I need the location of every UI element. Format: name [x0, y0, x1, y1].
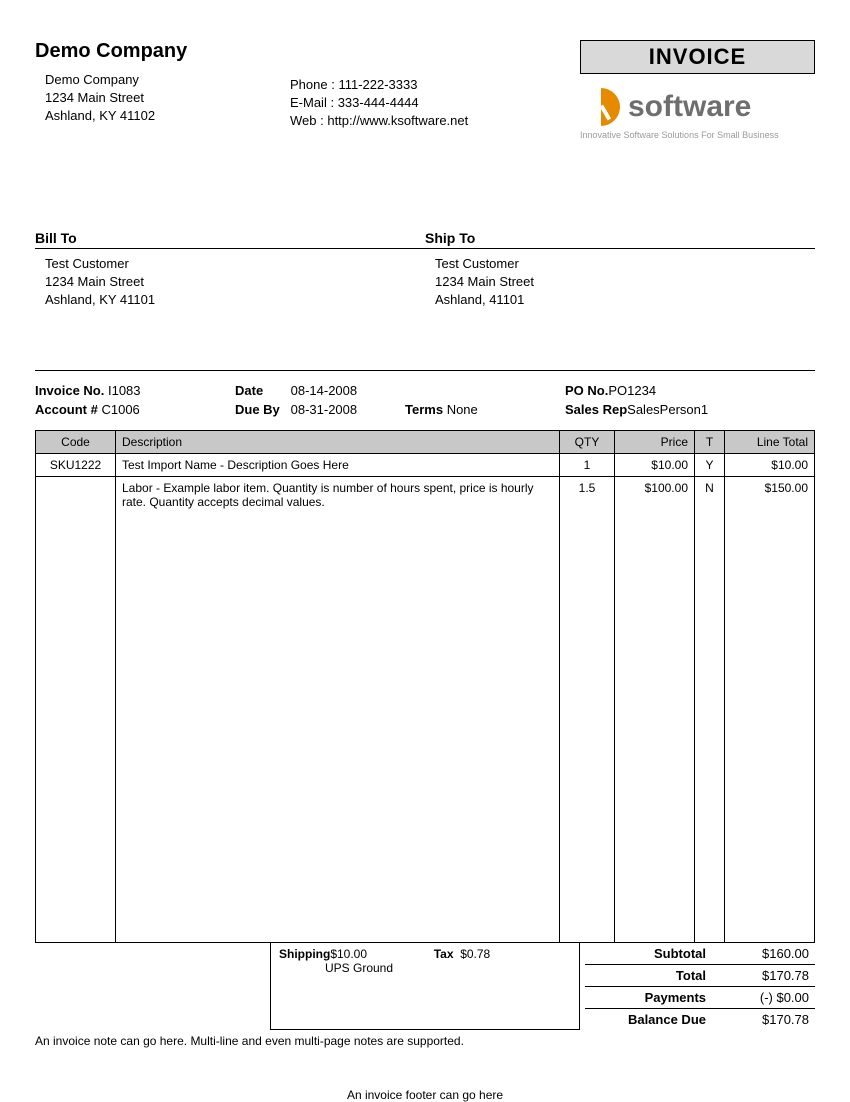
- cell-code: SKU1222: [36, 453, 116, 476]
- subtotal-value: $160.00: [724, 946, 809, 961]
- col-total: Line Total: [725, 430, 815, 453]
- meta-bar: Invoice No. I1083 Date 08-14-2008 PO No.…: [35, 370, 815, 426]
- date-value: 08-14-2008: [291, 383, 358, 398]
- shipping-method: UPS Ground: [325, 961, 571, 975]
- email-label: E-Mail :: [290, 95, 334, 110]
- cell-desc: Test Import Name - Description Goes Here: [116, 453, 560, 476]
- phone-value: 111-222-3333: [338, 77, 417, 92]
- contact-block: Phone : 111-222-3333 E-Mail : 333-444-44…: [290, 76, 468, 131]
- cell-price: $100.00: [615, 476, 695, 513]
- balance-value: $170.78: [724, 1012, 809, 1027]
- bill-to-name: Test Customer: [45, 255, 425, 273]
- invoice-no-label: Invoice No.: [35, 381, 104, 401]
- po-label: PO No.: [565, 381, 608, 401]
- col-t: T: [695, 430, 725, 453]
- ship-to-label: Ship To: [425, 230, 815, 249]
- cell-total: $10.00: [725, 453, 815, 476]
- table-row: Labor - Example labor item. Quantity is …: [36, 476, 815, 513]
- total-value: $170.78: [724, 968, 809, 983]
- col-price: Price: [615, 430, 695, 453]
- date-label: Date: [235, 381, 287, 401]
- totals-block: Subtotal$160.00 Total$170.78 Payments(-)…: [585, 943, 815, 1030]
- shipping-amount: $10.00: [330, 947, 367, 961]
- account-value: C1006: [101, 402, 139, 417]
- bill-to-label: Bill To: [35, 230, 425, 249]
- payments-label: Payments: [591, 990, 724, 1005]
- tax-label: Tax: [434, 947, 454, 961]
- cell-t: N: [695, 476, 725, 513]
- cell-price: $10.00: [615, 453, 695, 476]
- table-filler: [36, 513, 815, 943]
- cell-total: $150.00: [725, 476, 815, 513]
- shipping-box: Shipping$10.00 Tax $0.78 UPS Ground: [270, 943, 580, 1030]
- bill-to-city: Ashland, KY 41101: [45, 291, 425, 309]
- email-value: 333-444-4444: [338, 95, 419, 110]
- payments-value: (-) $0.00: [724, 990, 809, 1005]
- cell-code: [36, 476, 116, 513]
- due-label: Due By: [235, 400, 287, 420]
- bill-to-street: 1234 Main Street: [45, 273, 425, 291]
- po-value: PO1234: [608, 383, 656, 398]
- logo-tagline: Innovative Software Solutions For Small …: [580, 130, 815, 140]
- bill-to-block: Bill To Test Customer 1234 Main Street A…: [35, 230, 425, 310]
- table-row: SKU1222 Test Import Name - Description G…: [36, 453, 815, 476]
- terms-label: Terms: [405, 400, 443, 420]
- subtotal-label: Subtotal: [591, 946, 724, 961]
- due-value: 08-31-2008: [291, 402, 358, 417]
- cell-desc: Labor - Example labor item. Quantity is …: [116, 476, 560, 513]
- phone-label: Phone :: [290, 77, 335, 92]
- col-qty: QTY: [560, 430, 615, 453]
- logo: software Innovative Software Solutions F…: [580, 86, 815, 140]
- ship-to-street: 1234 Main Street: [435, 273, 815, 291]
- col-code: Code: [36, 430, 116, 453]
- ship-to-block: Ship To Test Customer 1234 Main Street A…: [425, 230, 815, 310]
- items-table: Code Description QTY Price T Line Total …: [35, 430, 815, 944]
- ship-to-name: Test Customer: [435, 255, 815, 273]
- document-type-badge: INVOICE: [580, 40, 815, 74]
- balance-label: Balance Due: [591, 1012, 724, 1027]
- shipping-label: Shipping: [279, 947, 330, 961]
- rep-label: Sales Rep: [565, 400, 627, 420]
- tax-amount: $0.78: [460, 947, 490, 961]
- col-desc: Description: [116, 430, 560, 453]
- total-label: Total: [591, 968, 724, 983]
- rep-value: SalesPerson1: [627, 402, 708, 417]
- account-label: Account #: [35, 400, 98, 420]
- invoice-no-value: I1083: [108, 383, 141, 398]
- web-value: http://www.ksoftware.net: [327, 113, 468, 128]
- logo-mark-icon: [580, 86, 622, 128]
- terms-value: None: [447, 402, 478, 417]
- invoice-note: An invoice note can go here. Multi-line …: [35, 1034, 815, 1048]
- web-label: Web :: [290, 113, 324, 128]
- parties-row: Bill To Test Customer 1234 Main Street A…: [35, 230, 815, 310]
- ship-to-city: Ashland, 41101: [435, 291, 815, 309]
- cell-t: Y: [695, 453, 725, 476]
- table-header-row: Code Description QTY Price T Line Total: [36, 430, 815, 453]
- bottom-row: Shipping$10.00 Tax $0.78 UPS Ground Subt…: [35, 943, 815, 1030]
- logo-text: software: [628, 90, 751, 124]
- cell-qty: 1: [560, 453, 615, 476]
- header: Demo Company Demo Company 1234 Main Stre…: [35, 40, 815, 170]
- cell-qty: 1.5: [560, 476, 615, 513]
